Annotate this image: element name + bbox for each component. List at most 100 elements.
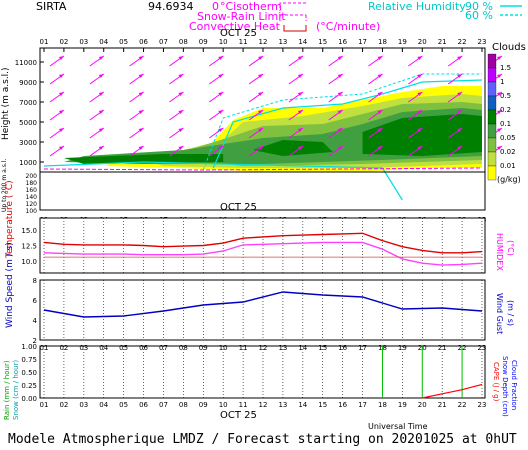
wind-arrow-head [178,92,184,96]
colorbar-swatch [487,165,497,181]
wind-arrow-head [59,110,64,114]
hour-tick-label: 21 [438,401,447,409]
hour-tick-label: 03 [79,38,88,46]
wind-arrow-head [377,56,383,60]
height-tick-label: 1000 [19,159,37,167]
wind-tick-label: 8 [33,277,37,285]
wind-arrow-head [138,146,144,150]
height-tick-label: 5000 [19,119,37,127]
wind-arrow-head [457,56,463,60]
hour-tick-label: 02 [59,401,68,409]
wind-arrow-head [59,146,64,150]
wind-arrow-head [337,110,343,114]
hour-tick-label: 12 [259,344,268,352]
wind-arrow-head [497,92,502,96]
hour-tick-label: 11 [239,38,248,46]
gust-ylabel: Wind Gust [495,293,504,334]
cloud-contour-0.2 [253,140,333,156]
temperature-panel: OCT 25 15.0 12.5 10.0 Temperature (°C) HUM… [5,180,515,274]
hour-tick-label: 16 [338,344,347,352]
wind-arrow-head [297,110,303,114]
wind-arrow-head [417,74,423,78]
legend-rh-60: 60 % [465,9,493,22]
rain-tick-label: 0.25 [21,382,37,390]
wind-arrow-head [377,74,383,78]
wind-arrow-head [59,56,64,60]
cloudfraction-ylabel: Cloud Fraction [510,360,518,410]
rain-panel: OCT 25 1.000.750.500.250.000102030405060… [3,343,518,431]
wind-arrow-head [417,128,423,132]
height-tick-label: 11000 [15,59,37,67]
station-code: 94.6934 [148,0,194,13]
wind-arrow-head [258,92,264,96]
station-name: SIRTA [36,0,67,13]
colorbar-swatch [487,123,497,139]
wind-arrow-head [297,128,303,132]
hour-tick-label: 04 [99,38,108,46]
wind-arrow-head [218,128,224,132]
rain-frame [39,345,486,399]
temperature-layer: 15.0 12.5 10.0 [21,218,483,273]
date-mid: OCT 25 [220,202,257,213]
hour-tick-label: 08 [179,344,188,352]
wind-arrow-head [218,56,224,60]
wind-arrow-head [218,110,224,114]
hour-tick-label: 23 [478,38,487,46]
temperature-tick-label: 15.0 [21,227,37,235]
wind-ylabel: Wind Speed (m / s) [5,242,15,328]
colorbar-level: 0.2 [500,106,511,114]
hour-tick-label: 03 [79,401,88,409]
rh-contour-90 [43,161,403,201]
wind-arrow-head [178,110,184,114]
wind-arrow-head [98,128,104,132]
wind-arrow-head [337,74,343,78]
wind-arrow-head [178,74,184,78]
hour-tick-label: 07 [159,38,168,46]
wind-arrow-head [497,110,502,114]
wind-arrow-head [59,92,64,96]
hour-tick-label: 18 [378,38,387,46]
wind-panel: 8 6 4 2 Wind Speed (m / s) Wind Gust (m / s… [5,242,515,345]
low-height-tick-label: 180 [26,180,38,187]
wind-arrow-head [297,56,303,60]
wind-arrow-head [138,110,144,114]
wind-arrow-head [59,74,64,78]
hour-tick-label: 10 [219,344,228,352]
hour-tick-label: 09 [199,344,208,352]
hour-tick-label: 17 [358,344,367,352]
wind-arrow-head [417,92,423,96]
colorbar-level: 1.5 [500,64,511,72]
legend-isotherm: °Cisotherm [220,0,282,13]
wind-arrow-head [258,146,264,150]
wind-arrow-head [138,128,144,132]
rh-contour-60 [202,73,482,171]
wind-arrow-head [337,56,343,60]
rain-tick-label: 0.00 [21,395,37,403]
wind-arrow-head [297,92,303,96]
rain-tick-label: 1.00 [21,343,37,351]
hour-tick-label: 14 [298,401,307,409]
wind-arrow-head [457,128,463,132]
wind-arrow-head [218,74,224,78]
cloud-yticks: 11000 9000 7000 5000 3000 1000 200180160140120… [15,59,44,215]
rain-tick-label: 0.75 [21,356,37,364]
low-height-tick-label: 100 [26,208,38,215]
cloud-low-label: Up to 200 m a.s.l. [1,159,8,212]
cloud-contour-0.2 [362,114,482,156]
footer-text: Modele Atmospherique LMDZ / Forecast sta… [8,432,517,447]
legend-rh-90: 90 % [465,0,493,13]
legend-rh: Relative Humidity [368,0,466,13]
wind-arrow-head [497,146,502,150]
cloud-ylabel: Height (m a.s.l.) [1,67,11,140]
hour-tick-label: 18 [378,401,387,409]
colorbar-swatch [487,137,497,153]
series-wind-speed [43,291,483,318]
snow-ylabel: Snow (cm / hour) [12,360,20,420]
date-top: OCT 25 [220,28,257,39]
wind-arrow-head [218,146,224,150]
snow-rain-limit-line [43,167,483,171]
legend-conv: Convective Heat [189,20,281,33]
wind-arrow-head [98,110,104,114]
legend-conv-key [283,25,307,32]
